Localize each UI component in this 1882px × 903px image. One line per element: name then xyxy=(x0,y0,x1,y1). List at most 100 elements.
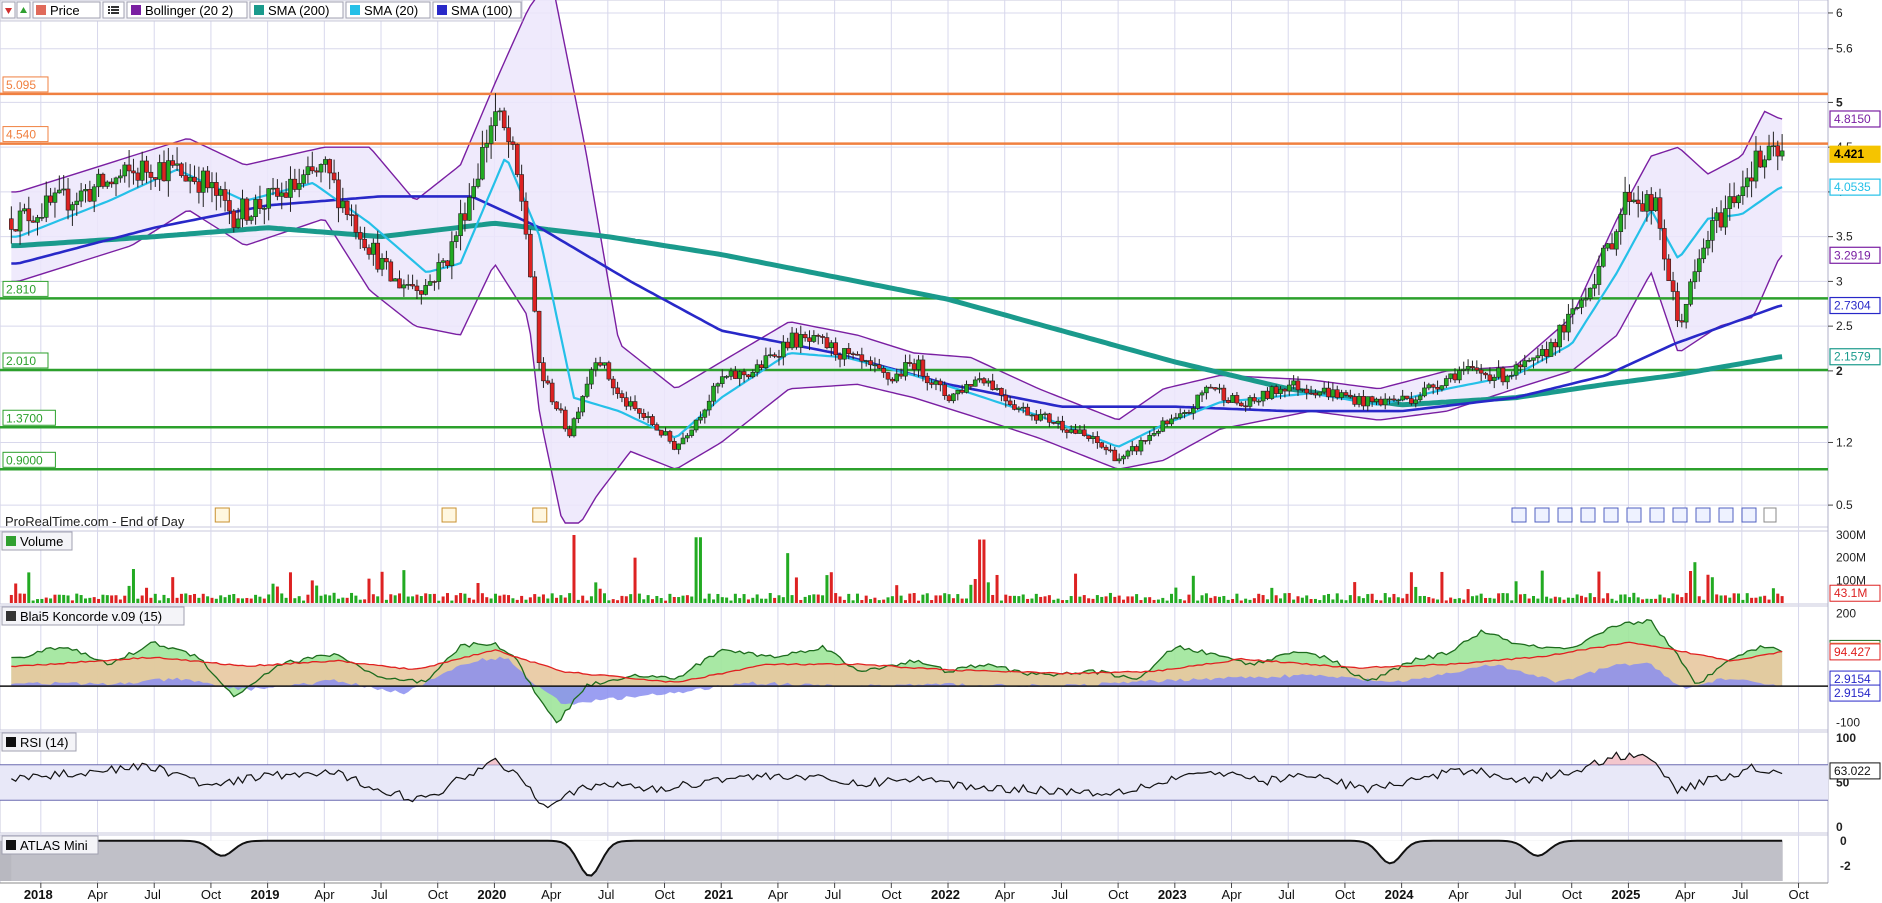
volume-bar xyxy=(1209,597,1213,603)
volume-bar xyxy=(917,600,921,603)
volume-bar xyxy=(629,594,633,603)
volume-bar xyxy=(1710,577,1714,603)
value-tag-label: 2.1579 xyxy=(1834,350,1871,364)
volume-bar xyxy=(1706,574,1710,603)
volume-bar xyxy=(262,598,266,603)
volume-bar xyxy=(275,586,279,603)
volume-bar xyxy=(541,594,545,603)
candle-body xyxy=(1160,420,1166,432)
hline-label-box xyxy=(2,451,56,468)
candle-body xyxy=(1225,399,1231,403)
candle-body xyxy=(890,378,895,382)
arrow-up-icon[interactable] xyxy=(16,1,31,19)
volume-bar xyxy=(1514,581,1518,603)
candle-body xyxy=(87,189,93,202)
volume-bar xyxy=(1178,599,1182,603)
volume-bar xyxy=(611,599,615,603)
volume-bar xyxy=(921,594,925,603)
volume-bar xyxy=(1536,598,1540,603)
volume-bar xyxy=(70,600,74,603)
volume-bar xyxy=(855,593,859,603)
volume-bar xyxy=(1217,596,1221,603)
volume-bar xyxy=(677,597,681,603)
candle-body xyxy=(493,111,498,127)
candle-body xyxy=(1217,387,1222,390)
candle-body xyxy=(227,200,232,212)
price-tags: 4.8150 4.421 4.0535 3.2919 2.7304 2.1579 xyxy=(1829,110,1881,366)
candle-body xyxy=(183,175,189,182)
candle-body xyxy=(855,353,860,356)
volume-bar xyxy=(572,535,576,603)
sma200-toggle[interactable]: SMA (200) xyxy=(249,1,344,19)
price-toggle[interactable]: Price xyxy=(32,1,101,19)
volume-bar xyxy=(1004,594,1008,603)
volume-bar xyxy=(406,596,410,603)
candle-body xyxy=(1465,366,1471,370)
candle-body xyxy=(1151,433,1157,436)
volume-bar xyxy=(1374,599,1378,603)
sma100-toggle[interactable]: SMA (100) xyxy=(432,1,522,19)
candle-body xyxy=(685,435,690,439)
candle-body xyxy=(907,362,913,364)
candle-body xyxy=(1116,458,1122,462)
candle-body xyxy=(340,200,346,209)
volume-bar xyxy=(1422,595,1426,603)
menu-button[interactable] xyxy=(102,1,125,19)
horizontal-lines[interactable]: 5.095 4.540 2.810 2.010 1.3700 0.9000 xyxy=(0,76,1828,471)
rsi-title-label: RSI (14) xyxy=(20,735,68,750)
candle-body xyxy=(283,192,289,198)
x-axis-label: Apr xyxy=(541,887,562,902)
volume-bar xyxy=(241,598,245,603)
candle-body xyxy=(833,342,838,356)
volume-bar xyxy=(1510,600,1514,603)
candle-body xyxy=(968,384,974,387)
price-axis-label: 5 xyxy=(1836,95,1843,109)
candle-body xyxy=(562,409,568,430)
x-axis-label: 2019 xyxy=(251,887,280,902)
volume-bar xyxy=(1501,593,1505,603)
candle-body xyxy=(632,401,638,409)
candle-body xyxy=(1470,366,1475,369)
sma20-toggle[interactable]: SMA (20) xyxy=(345,1,431,19)
candle-body xyxy=(881,368,886,373)
volume-bar xyxy=(1579,595,1583,603)
bollinger-toggle[interactable]: Bollinger (20 2) xyxy=(126,1,248,19)
candle-body xyxy=(1073,429,1078,434)
candle-body xyxy=(911,363,917,370)
volume-bar xyxy=(742,594,746,603)
volume-bar xyxy=(201,593,205,603)
candle-body xyxy=(209,182,215,189)
volume-bar xyxy=(367,578,371,603)
candle-body xyxy=(650,416,655,425)
candle-body xyxy=(876,364,882,369)
volume-bar xyxy=(101,594,105,603)
candle-body xyxy=(615,387,620,394)
volume-bar xyxy=(947,594,951,603)
candle-body xyxy=(1771,145,1776,148)
volume-bar xyxy=(698,537,702,603)
candle-body xyxy=(362,238,367,249)
volume-bar xyxy=(110,595,114,603)
candle-body xyxy=(1753,150,1759,182)
volume-bar xyxy=(1767,599,1771,603)
volume-bar xyxy=(1357,596,1361,603)
koncorde-title[interactable]: Blai5 Koncorde v.09 (15) xyxy=(1,606,185,626)
candle-body xyxy=(850,353,856,355)
bollinger-swatch-icon xyxy=(131,5,141,15)
volume-bar xyxy=(454,595,458,603)
rsi-axis-label: 100 xyxy=(1836,731,1856,745)
volume-bar xyxy=(607,600,611,603)
volume-bar xyxy=(1370,593,1374,603)
atlas-title[interactable]: ATLAS Mini xyxy=(1,835,99,855)
volume-bar xyxy=(842,599,846,603)
volume-title[interactable]: Volume xyxy=(1,531,73,551)
rsi-title[interactable]: RSI (14) xyxy=(1,732,77,752)
volume-bar xyxy=(1684,592,1688,603)
candle-body xyxy=(1016,407,1022,410)
candle-body xyxy=(1374,398,1379,402)
volume-bar xyxy=(271,583,275,603)
volume-bar xyxy=(1462,599,1466,603)
arrow-down-icon[interactable] xyxy=(1,1,16,19)
volume-bar xyxy=(1636,597,1640,603)
